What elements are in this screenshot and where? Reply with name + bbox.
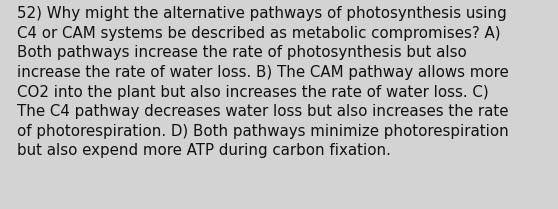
Text: 52) Why might the alternative pathways of photosynthesis using
C4 or CAM systems: 52) Why might the alternative pathways o… bbox=[17, 6, 508, 158]
